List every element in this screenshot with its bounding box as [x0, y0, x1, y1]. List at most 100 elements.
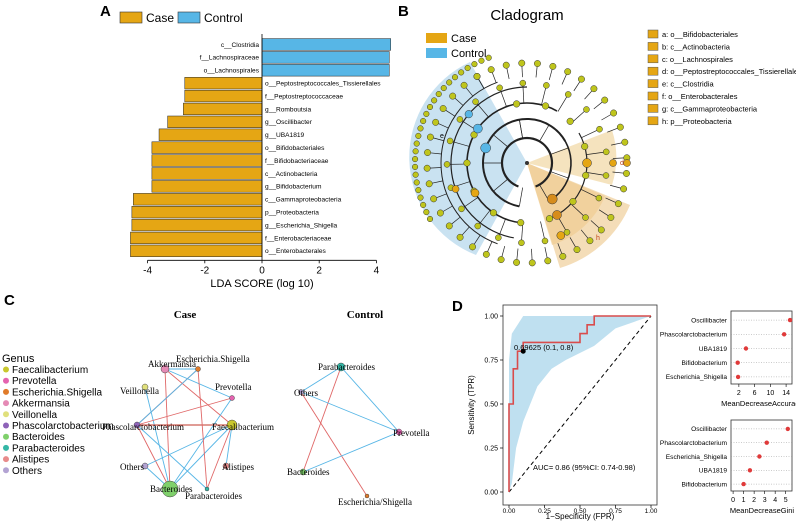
clade-node — [498, 256, 504, 262]
gini-dot — [786, 427, 790, 431]
case-label-prevotella: Prevotella — [215, 382, 252, 392]
accuracy-label: UBA1819 — [699, 346, 728, 353]
clade-node — [418, 126, 424, 132]
clade-node — [542, 238, 548, 244]
clade-node — [518, 240, 524, 246]
roc-cutoff-label: 0.69625 (0.1, 0.8) — [514, 343, 574, 352]
lda-bar — [185, 90, 262, 102]
roc-y-tick-label: 0.00 — [484, 490, 498, 497]
lda-bar — [262, 39, 391, 51]
clade-node — [464, 160, 471, 167]
lda-bar — [132, 219, 262, 231]
clade-node — [420, 118, 426, 124]
control-edge — [303, 367, 341, 472]
case-edge — [137, 425, 207, 489]
lda-bar — [133, 193, 262, 205]
taxa-legend-swatch — [648, 92, 658, 100]
clade-node — [452, 185, 459, 192]
clade-node — [623, 170, 629, 176]
genus-legend-dot — [3, 411, 9, 417]
accuracy-label: Oscillibacter — [691, 317, 728, 324]
clade-node — [620, 186, 626, 192]
lda-bar-label: f__Bifidobacteriaceae — [265, 158, 329, 165]
clade-node — [545, 258, 551, 264]
clade-node — [578, 76, 584, 82]
clade-node — [418, 195, 424, 201]
lda-bar — [130, 245, 262, 257]
gini-tick-label: 3 — [763, 497, 767, 504]
clade-node — [427, 216, 433, 222]
clade-node — [615, 200, 621, 206]
control-edge — [341, 367, 399, 432]
clade-node — [560, 253, 566, 259]
genus-legend-item: Parabacteroides — [12, 443, 85, 454]
network-panel: Case Control Genus FaecalibacteriumPrevo… — [2, 309, 430, 507]
lda-bar-label: g__Bifidobacterium — [265, 184, 322, 191]
clade-node — [591, 85, 597, 91]
taxa-legend-item: c: o__Lachnospirales — [662, 55, 733, 64]
clade-node — [412, 156, 418, 162]
clade-node — [441, 85, 447, 91]
panel-label-a: A — [100, 3, 111, 20]
cladogram-legend-case: Case — [451, 33, 477, 45]
gini-label: UBA1819 — [699, 468, 728, 475]
genus-legend-dot — [3, 423, 9, 429]
clade-node — [583, 159, 592, 168]
clade-node — [574, 246, 580, 252]
cladogram-panel: Cladogram Case Control e d h a: o__Bifid… — [409, 7, 796, 268]
genus-legend-dot — [3, 378, 9, 384]
taxa-legend-swatch — [648, 30, 658, 38]
clade-node — [446, 80, 452, 86]
genus-legend-item: Faecalibacterium — [12, 365, 88, 376]
importance-gini-panel: OscillibacterPhascolarctobacteriumEscher… — [660, 420, 795, 515]
clade-node — [547, 194, 557, 204]
lda-bar-label: c__Clostridia — [221, 42, 259, 49]
clade-node — [416, 187, 422, 193]
clade-node — [520, 80, 526, 86]
lda-bar-label: o__Enterobacterales — [265, 248, 327, 255]
roc-auc-label: AUC= 0.86 (95%CI: 0.74-0.98) — [533, 463, 636, 472]
genus-legend-title: Genus — [2, 353, 35, 365]
clade-node — [567, 118, 574, 125]
panel-label-d: D — [452, 298, 463, 315]
gini-tick-label: 4 — [773, 497, 777, 504]
clade-node — [497, 85, 503, 91]
clade-node — [581, 143, 588, 150]
clade-node — [427, 134, 433, 140]
clade-branch — [519, 188, 522, 207]
clade-node — [447, 138, 453, 144]
genus-legend-item: Akkermansia — [12, 399, 70, 410]
lda-bar-label: c__Gammaproteobacteria — [265, 197, 342, 204]
lda-panel: Case Control c__Clostridiaf__Lachnospira… — [120, 11, 391, 290]
case-network-labels: Akkermansia Escherichia.Shigella Veillon… — [102, 354, 274, 501]
clade-node — [582, 172, 589, 179]
clade-node — [597, 126, 603, 132]
clade-node — [457, 234, 463, 240]
case-node-escherichia — [196, 367, 201, 372]
clade-node — [471, 189, 479, 197]
gini-xlabel: MeanDecreaseGini — [730, 506, 795, 515]
lda-bar-label: f__Lachnospiraceae — [200, 55, 260, 62]
panel-label-c: C — [4, 292, 15, 309]
gini-label: Oscillibacter — [691, 426, 728, 433]
panel-label-b: B — [398, 3, 409, 20]
lda-bar-label: g__Escherichia_Shigella — [265, 222, 338, 229]
clade-node — [424, 165, 430, 171]
clade-node — [598, 227, 604, 233]
roc-y-tick-label: 0.50 — [484, 402, 498, 409]
clade-mark-h: h — [596, 235, 600, 242]
roc-ylabel: Sensitivity (TPR) — [467, 375, 476, 435]
clade-node — [483, 251, 489, 257]
roc-xlabel: 1−Specificity (FPR) — [546, 512, 615, 521]
clade-node — [565, 91, 571, 97]
lda-tick-label: 2 — [316, 265, 322, 276]
genus-legend-item: Others — [12, 466, 42, 477]
taxa-legend-swatch — [648, 80, 658, 88]
clade-branch — [540, 125, 550, 141]
gini-dot — [765, 441, 769, 445]
control-network-nodes — [299, 363, 403, 498]
lda-legend-control-swatch — [178, 12, 200, 23]
clade-node — [420, 202, 426, 208]
